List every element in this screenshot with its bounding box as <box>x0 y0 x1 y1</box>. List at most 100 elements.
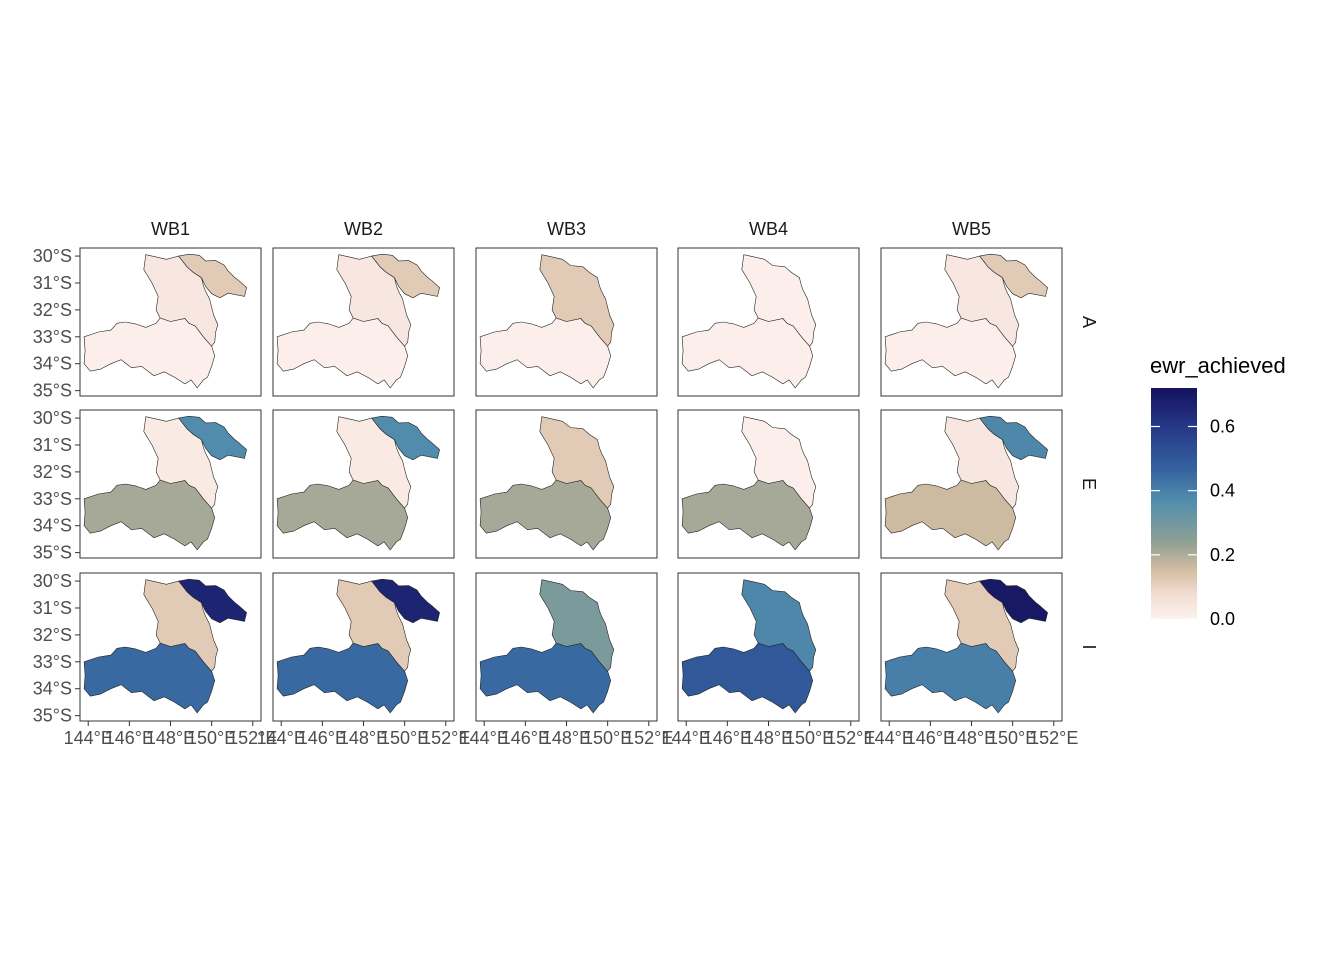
facet-panel-I-WB4 <box>677 572 860 722</box>
legend-tick-label: 0.0 <box>1210 609 1235 629</box>
facet-panel-E-WB2 <box>272 409 455 559</box>
x-tick-label: 144°E <box>257 728 306 748</box>
y-tick-label: 31°S <box>33 435 72 455</box>
column-strip-WB2: WB2 <box>344 219 383 239</box>
x-tick-label: 148°E <box>744 728 793 748</box>
region-northeast <box>178 415 247 461</box>
facet-panel-A-WB4 <box>677 247 860 397</box>
region-central <box>539 579 615 672</box>
legend-tick-label: 0.2 <box>1210 545 1235 565</box>
x-tick-label: 144°E <box>460 728 509 748</box>
x-tick-label: 152°E <box>826 728 875 748</box>
region-south <box>276 642 409 714</box>
x-tick-label: 146°E <box>703 728 752 748</box>
column-strip-WB5: WB5 <box>952 219 991 239</box>
y-axis: 30°S 31°S 32°S 33°S 34°S 35°S 30°S 31°S 32°S 33°S… <box>33 246 80 726</box>
facet-panel-I-WB3 <box>475 572 658 722</box>
row-strip-E: E <box>1079 478 1099 490</box>
x-axis: 144°E146°E148°E150°E152°E144°E146°E148°E… <box>64 721 1078 748</box>
region-south <box>479 317 612 389</box>
y-tick-label: 31°S <box>33 273 72 293</box>
y-tick-label: 33°S <box>33 652 72 672</box>
x-tick-label: 144°E <box>662 728 711 748</box>
region-central <box>741 416 817 509</box>
facet-panel-A-WB2 <box>272 247 455 397</box>
x-tick-label: 144°E <box>865 728 914 748</box>
y-tick-label: 34°S <box>33 679 72 699</box>
y-tick-label: 30°S <box>33 571 72 591</box>
y-tick-label: 32°S <box>33 462 72 482</box>
facet-panel-A-WB5 <box>880 247 1063 397</box>
facet-panel-I-WB2 <box>272 572 455 722</box>
x-tick-label: 152°E <box>1029 728 1078 748</box>
legend-ticks: 0.0 0.2 0.4 0.6 <box>1151 417 1235 629</box>
region-south <box>83 479 216 551</box>
region-south <box>884 479 1017 551</box>
row-strip-A: A <box>1079 316 1099 328</box>
y-tick-label: 32°S <box>33 300 72 320</box>
x-tick-label: 148°E <box>542 728 591 748</box>
region-northeast <box>178 578 247 624</box>
region-central <box>539 416 615 509</box>
region-south <box>479 642 612 714</box>
facet-panel-A-WB1 <box>79 247 262 397</box>
row-strip-I: I <box>1079 644 1099 649</box>
legend-colorbar <box>1151 388 1197 619</box>
region-central <box>741 254 817 347</box>
region-south <box>681 479 814 551</box>
facet-panel-I-WB1 <box>79 572 262 722</box>
region-south <box>276 317 409 389</box>
facet-panels <box>79 247 1063 722</box>
region-northeast <box>371 415 440 461</box>
region-northeast <box>371 578 440 624</box>
x-tick-label: 150°E <box>785 728 834 748</box>
x-tick-label: 144°E <box>64 728 113 748</box>
x-tick-label: 146°E <box>501 728 550 748</box>
x-tick-label: 148°E <box>339 728 388 748</box>
x-tick-label: 152°E <box>421 728 470 748</box>
column-strip-WB3: WB3 <box>547 219 586 239</box>
legend: ewr_achieved 0.0 0.2 0.4 0.6 <box>1150 353 1286 629</box>
region-northeast <box>178 253 247 299</box>
x-tick-label: 152°E <box>228 728 277 748</box>
facet-panel-E-WB1 <box>79 409 262 559</box>
y-tick-label: 31°S <box>33 598 72 618</box>
x-tick-label: 148°E <box>947 728 996 748</box>
region-northeast <box>979 578 1048 624</box>
region-south <box>83 317 216 389</box>
region-south <box>681 317 814 389</box>
facet-panel-I-WB5 <box>880 572 1063 722</box>
region-northeast <box>979 253 1048 299</box>
x-tick-label: 152°E <box>624 728 673 748</box>
y-tick-label: 35°S <box>33 543 72 563</box>
x-tick-label: 146°E <box>906 728 955 748</box>
facet-panel-E-WB5 <box>880 409 1063 559</box>
legend-tick-label: 0.6 <box>1210 417 1235 437</box>
y-tick-label: 34°S <box>33 354 72 374</box>
region-south <box>884 317 1017 389</box>
facet-panel-A-WB3 <box>475 247 658 397</box>
x-tick-label: 150°E <box>988 728 1037 748</box>
x-tick-label: 150°E <box>187 728 236 748</box>
region-south <box>83 642 216 714</box>
region-central <box>539 254 615 347</box>
facet-panel-E-WB4 <box>677 409 860 559</box>
y-tick-label: 35°S <box>33 706 72 726</box>
row-strip-labels: A E I <box>1079 316 1099 650</box>
x-tick-label: 148°E <box>146 728 195 748</box>
column-strip-WB1: WB1 <box>151 219 190 239</box>
x-tick-label: 150°E <box>380 728 429 748</box>
y-tick-label: 34°S <box>33 516 72 536</box>
x-tick-label: 146°E <box>298 728 347 748</box>
region-south <box>681 642 814 714</box>
y-tick-label: 33°S <box>33 327 72 347</box>
region-south <box>884 642 1017 714</box>
y-tick-label: 33°S <box>33 489 72 509</box>
legend-title: ewr_achieved <box>1150 353 1286 378</box>
region-south <box>276 479 409 551</box>
x-tick-label: 146°E <box>105 728 154 748</box>
y-tick-label: 32°S <box>33 625 72 645</box>
y-tick-label: 30°S <box>33 246 72 266</box>
x-tick-label: 150°E <box>583 728 632 748</box>
